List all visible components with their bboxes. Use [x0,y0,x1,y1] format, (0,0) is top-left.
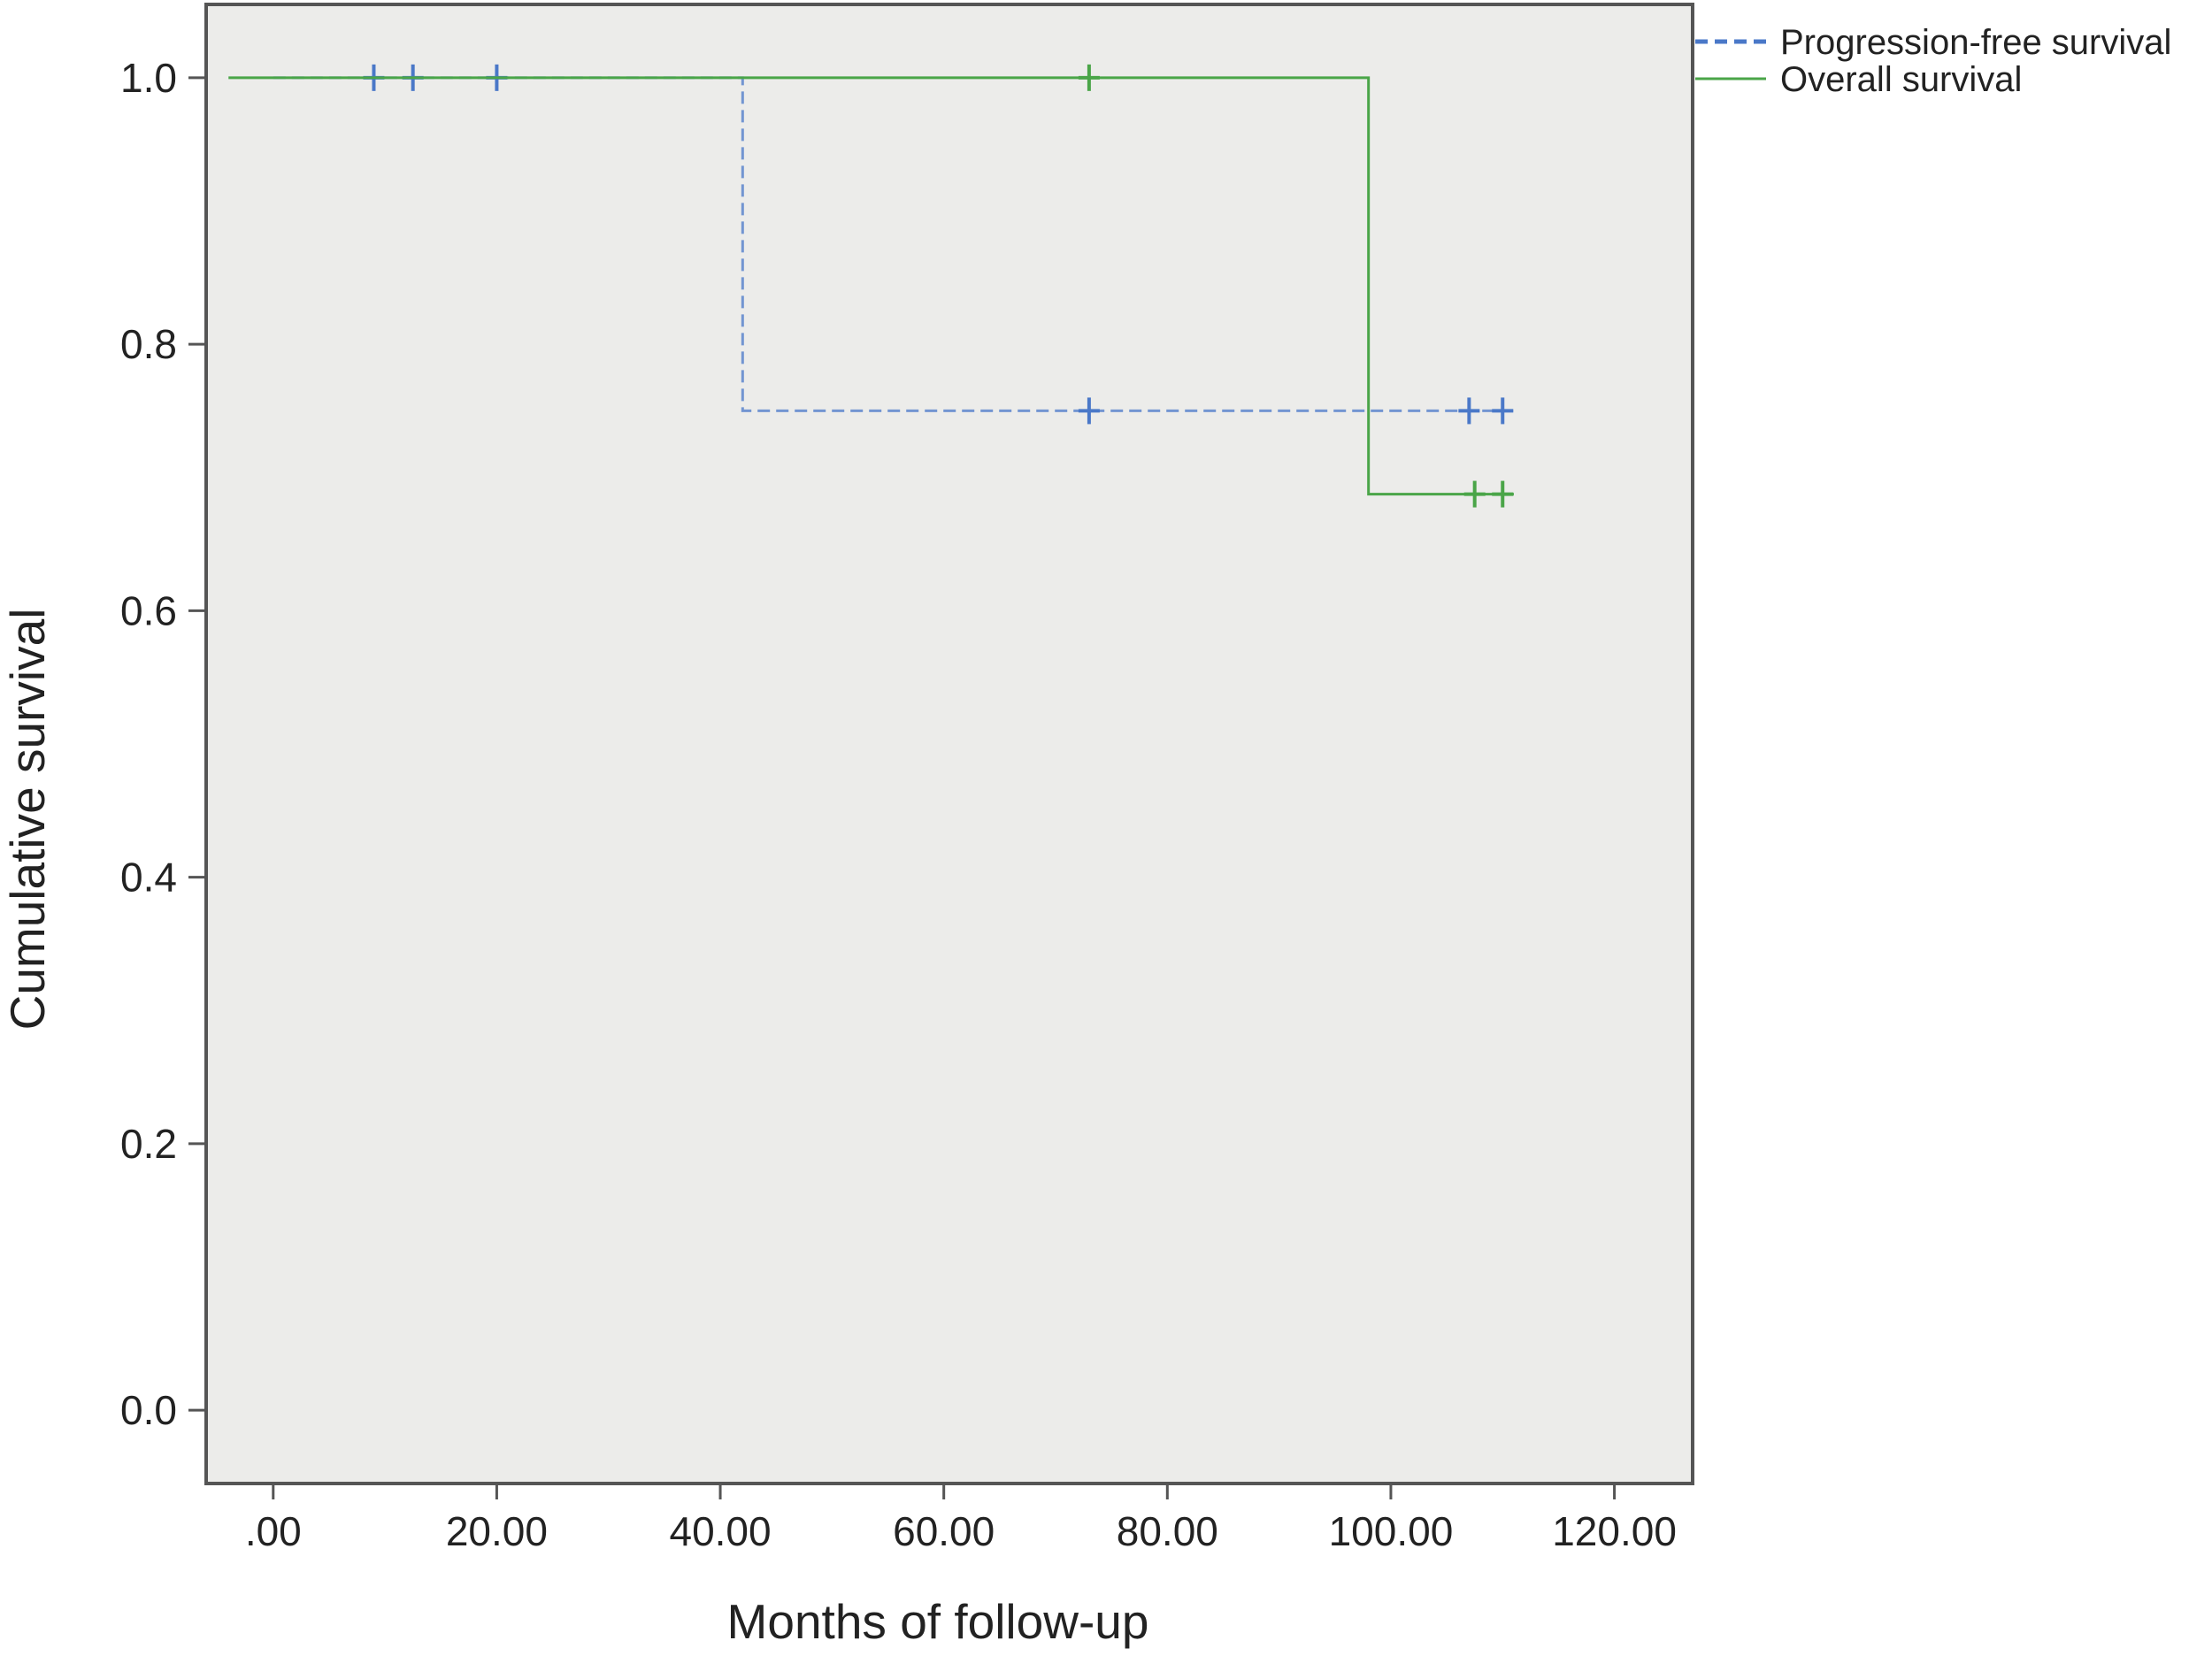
x-tick-label: 100.00 [1329,1508,1454,1554]
x-tick-label: 20.00 [446,1508,548,1554]
legend-label-overall-survival: Overall survival [1780,60,2022,99]
plot-frame [204,3,1694,1485]
overall-survivalcensor-mark [1463,480,1486,508]
y-tick-label: 0.8 [120,321,177,367]
progression-free-survivalcensor-mark [1492,397,1514,425]
y-tick-label: 0.2 [120,1121,177,1167]
y-axis-title: Cumulative survival [0,609,55,1031]
y-tick-label: 0.0 [120,1387,177,1433]
legend-label-progression-free-survival: Progression-free survival [1780,23,2171,62]
progression-free-survivalcensor-mark [1458,397,1480,425]
y-tick-label: 0.6 [120,587,177,633]
y-axis: 0.0 0.2 0.4 0.6 0.8 1.0 [120,55,206,1433]
overall-survivalcensor-mark [1078,64,1100,91]
series-layer [228,64,1514,508]
y-tick-label: 0.4 [120,855,177,901]
x-tick-label: .00 [245,1508,302,1554]
plot-background [206,4,1693,1484]
x-axis: .00 20.00 40.00 60.00 80.00 100.00 120.00 [245,1484,1677,1554]
overall-survivalseries-line [228,76,1514,496]
x-axis-title: Months of follow-up [727,1594,1149,1649]
y-tick-label: 1.0 [120,55,177,101]
x-tick-label: 40.00 [669,1508,771,1554]
overall-survivalcensor-mark [1492,480,1514,508]
progression-free-survivalcensor-mark [1078,397,1100,425]
x-tick-label: 120.00 [1552,1508,1677,1554]
x-tick-label: 60.00 [893,1508,995,1554]
x-tick-label: 80.00 [1117,1508,1218,1554]
